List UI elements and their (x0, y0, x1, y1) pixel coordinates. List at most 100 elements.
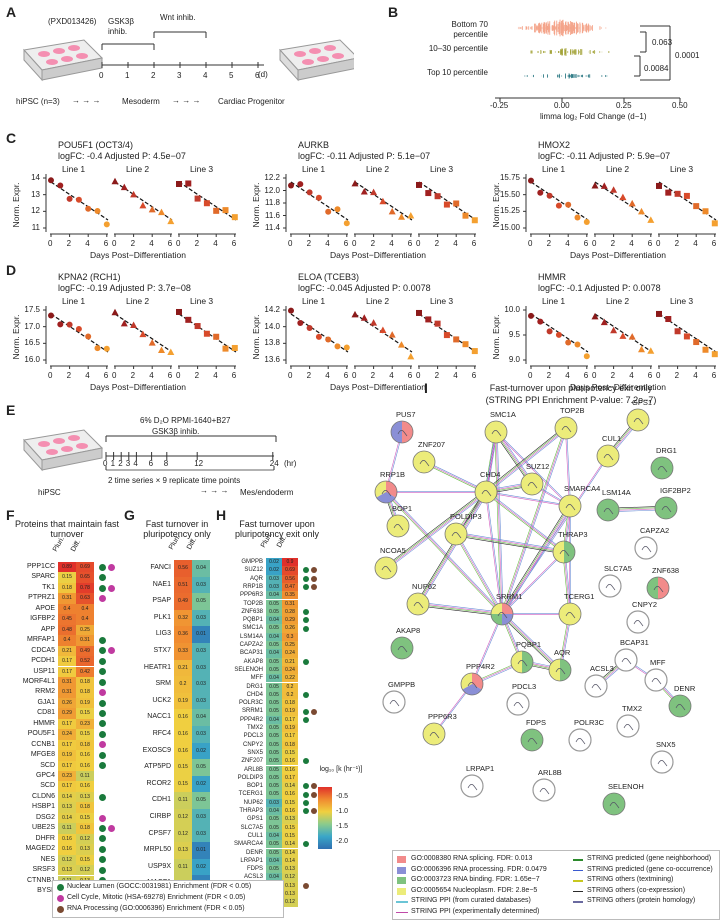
heatmap-cell: 0.03 (192, 609, 210, 627)
data-point (222, 345, 229, 352)
data-point (48, 312, 54, 319)
data-point (656, 310, 662, 317)
y-tick-label: 9.5 (508, 330, 520, 339)
data-point (85, 205, 92, 212)
row-gene-label: MRPL50 (143, 846, 171, 854)
row-gene-label: PLK1 (153, 613, 171, 621)
ppi-edge (501, 455, 608, 614)
heatmap-cell: 0.05 (192, 792, 210, 809)
row-gene-label: FDPS (246, 866, 263, 873)
line-label: Line 2 (366, 296, 390, 306)
row-gene-label: HMMR (33, 719, 55, 727)
data-point (167, 348, 175, 355)
gene-name: AURKB (298, 140, 330, 150)
x-axis-label: Days Post−Differentiation (90, 250, 186, 260)
legend-text: Nuclear Lumen (GOCC:0031981) Enrichment … (67, 883, 252, 890)
row-gene-label: CPSF7 (148, 829, 171, 837)
protein-node (382, 690, 406, 714)
gene-stats: logFC: -0.11 Adjusted P: 5.1e−07 (298, 151, 431, 161)
heatmap-cell: 0.16 (58, 833, 76, 845)
heatmap-cell: 0.12 (76, 865, 94, 876)
protein-node (602, 792, 626, 816)
x-tick-label: 6 (407, 239, 413, 248)
hour-tick-label: 1 (110, 459, 116, 468)
heatmap-cell: 0.14 (282, 782, 298, 791)
data-point (48, 177, 54, 184)
heatmap-cell: 0.05 (266, 765, 282, 774)
data-point (203, 200, 210, 207)
day-tick-label: 4 (203, 71, 208, 80)
heatmap-cell: 0.63 (76, 593, 94, 604)
row-gene-label: ARL8B (243, 766, 263, 773)
protein-label: SUZ12 (526, 462, 550, 471)
enrichment-dot (303, 716, 309, 723)
data-point (75, 325, 82, 332)
heatmap-cell: 0.03 (192, 726, 210, 743)
heatmap-cell: 0.2 (282, 682, 298, 691)
x-tick-label: 6 (583, 371, 589, 380)
protein-label: TMX2 (622, 704, 643, 713)
row-gene-label: UCK2 (152, 696, 171, 704)
x-tick-label: 6 (231, 371, 237, 380)
data-point (574, 341, 581, 348)
hour-tick-label: 0 (103, 459, 108, 468)
heatmap-cell: 0.05 (266, 865, 282, 874)
heatmap-cell: 0.11 (174, 858, 192, 876)
day-tick-label: 2 (151, 71, 156, 80)
day-tick-label: 1 (125, 71, 130, 80)
panel-f-label: F (6, 507, 15, 523)
heatmap-cell: 0.14 (58, 812, 76, 824)
ppi-edge (417, 604, 502, 615)
row-gene-label: PDCL3 (243, 733, 263, 740)
heatmap-cell: 0.01 (192, 842, 210, 859)
y-tick-label: 14.0 (264, 321, 280, 331)
heatmap-cell: 0.03 (192, 809, 210, 826)
legend-swatch (397, 856, 406, 863)
y-tick-label: 16.0 (24, 355, 40, 364)
enrichment-dot (303, 658, 309, 665)
x-tick-label: 2 (194, 371, 200, 380)
e-arrow: → → → (200, 486, 229, 495)
row-gene-label: POLR3C (238, 700, 263, 707)
ppi-edge (501, 551, 564, 614)
ppi-edge (566, 427, 571, 506)
expression-plot (43, 306, 238, 369)
gene-name: HMMR (538, 272, 566, 282)
ppi-edge (456, 531, 565, 551)
enrichment-dot (303, 882, 309, 889)
protein-label: IGF2BP2 (660, 486, 691, 495)
x-tick-label: 4 (565, 371, 570, 380)
heatmap-cell: 0.17 (282, 715, 298, 724)
row-gene-label: MRFAP1 (26, 636, 55, 644)
data-point (683, 192, 690, 199)
data-point (158, 208, 165, 216)
line-label: Line 2 (606, 164, 630, 174)
heatmap-cell: 0.05 (266, 607, 282, 617)
protein-label: DENR (674, 684, 696, 693)
line-label: Line 1 (62, 164, 86, 174)
y-axis-label: Norm. Expr. (491, 182, 501, 228)
data-point (325, 336, 332, 343)
enrichment-dot (303, 783, 309, 790)
heatmap-cell: 0.05 (266, 665, 282, 675)
line-label: Line 1 (302, 164, 326, 174)
legend-dot-brown (57, 906, 64, 913)
row-gene-label: LRPAP1 (240, 857, 263, 864)
b-group-2: 10–30 percentile (428, 44, 488, 53)
data-point (334, 206, 341, 213)
x-tick-label: 0 (416, 239, 421, 248)
heatmap-cell: 0.56 (174, 560, 192, 577)
heatmap-cell: 0.13 (282, 865, 298, 874)
data-point (288, 182, 294, 189)
heatmap-cell: 0.13 (58, 802, 76, 813)
gsk-label: GSK3β inhib. (108, 17, 134, 36)
heatmap-cell: 0.2 (282, 690, 298, 700)
x-tick-label: 2 (546, 239, 552, 248)
heatmap-cell: 0.03 (266, 582, 282, 592)
heatmap-cell: 0.17 (58, 666, 76, 677)
ppi-edge (423, 461, 487, 493)
legend-line (573, 901, 583, 903)
legend-line (573, 880, 583, 882)
y-tick-label: 11 (31, 223, 40, 232)
culture-plate-icon (279, 39, 354, 82)
